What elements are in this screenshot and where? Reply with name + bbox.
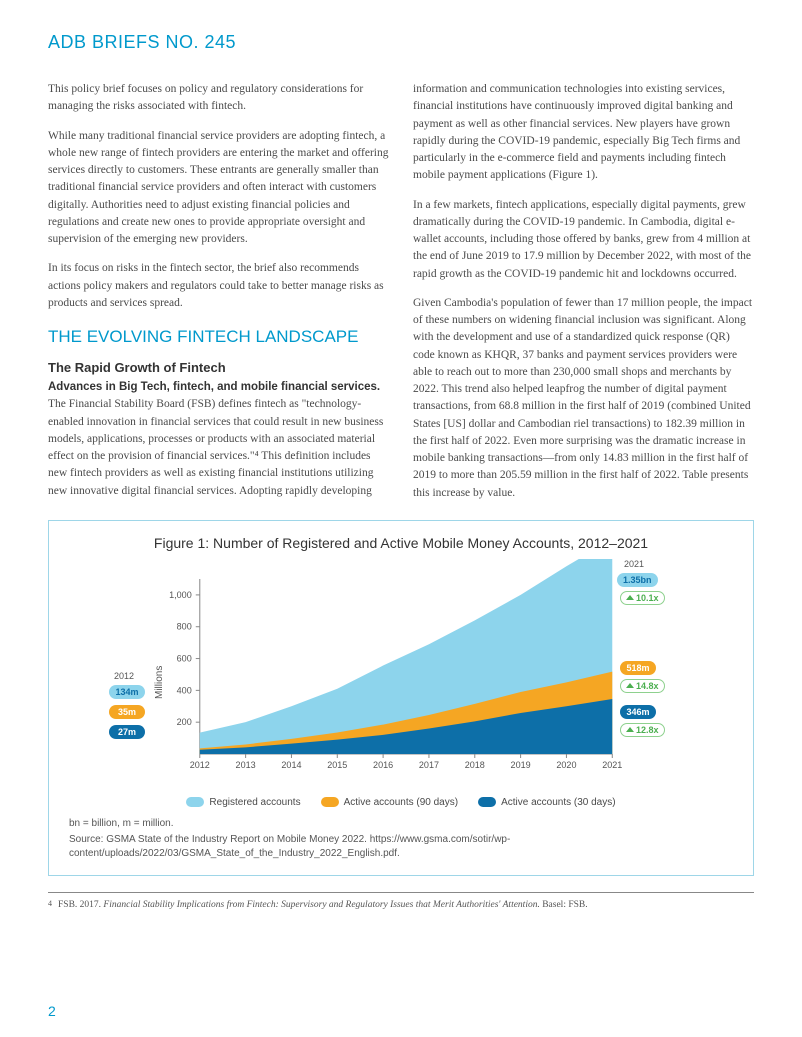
svg-text:600: 600 (177, 653, 192, 663)
footnote: 4 FSB. 2017. Financial Stability Implica… (48, 899, 754, 911)
pill-registered-start: 134m (109, 685, 145, 699)
svg-text:200: 200 (177, 717, 192, 727)
growth-value: 10.1x (636, 593, 659, 603)
right-year-label: 2021 (624, 559, 644, 569)
svg-text:2019: 2019 (511, 760, 531, 770)
swatch-icon (321, 797, 339, 807)
svg-text:400: 400 (177, 685, 192, 695)
pill-active90-end: 518m (620, 661, 656, 675)
para-text: The Financial Stability Board (FSB) defi… (48, 398, 383, 496)
pill-active90-start: 35m (109, 705, 145, 719)
up-arrow-icon (626, 683, 634, 688)
footnote-number: 4 (48, 899, 52, 911)
growth-active30: 12.8x (620, 723, 665, 737)
svg-text:2012: 2012 (190, 760, 210, 770)
left-column: This policy brief focuses on policy and … (48, 81, 389, 514)
up-arrow-icon (626, 595, 634, 600)
para: While many traditional financial service… (48, 128, 389, 249)
svg-text:2020: 2020 (556, 760, 576, 770)
pill-active30-start: 27m (109, 725, 145, 739)
legend: Registered accounts Active accounts (90 … (69, 797, 733, 808)
svg-text:1,000: 1,000 (169, 590, 192, 600)
pill-active30-end: 346m (620, 705, 656, 719)
page-number: 2 (48, 1003, 56, 1019)
growth-registered: 10.1x (620, 591, 665, 605)
page-header: ADB BRIEFS NO. 245 (48, 32, 754, 53)
para: Given Cambodia's population of fewer tha… (413, 295, 754, 502)
figure-source: Source: GSMA State of the Industry Repor… (69, 833, 733, 861)
para: In its focus on risks in the fintech sec… (48, 260, 389, 312)
para: information and communication technologi… (413, 81, 754, 185)
legend-label: Active accounts (30 days) (501, 797, 616, 808)
figure-1: Figure 1: Number of Registered and Activ… (48, 520, 754, 876)
legend-label: Registered accounts (209, 797, 300, 808)
body-columns: This policy brief focuses on policy and … (48, 81, 754, 514)
pill-registered-end: 1.35bn (617, 573, 658, 587)
para: Advances in Big Tech, fintech, and mobil… (48, 379, 389, 500)
svg-text:2016: 2016 (373, 760, 393, 770)
svg-text:2013: 2013 (236, 760, 256, 770)
figure-note: bn = billion, m = million. (69, 818, 733, 829)
svg-text:800: 800 (177, 622, 192, 632)
growth-value: 14.8x (636, 681, 659, 691)
growth-active90: 14.8x (620, 679, 665, 693)
growth-value: 12.8x (636, 725, 659, 735)
legend-item: Registered accounts (186, 797, 300, 808)
legend-item: Active accounts (30 days) (478, 797, 616, 808)
up-arrow-icon (626, 727, 634, 732)
footnote-rule (48, 892, 754, 893)
footnote-text: FSB. 2017. Financial Stability Implicati… (58, 899, 588, 911)
swatch-icon (186, 797, 204, 807)
svg-text:2017: 2017 (419, 760, 439, 770)
yaxis-title: Millions (154, 665, 165, 698)
svg-text:2021: 2021 (602, 760, 622, 770)
legend-item: Active accounts (90 days) (321, 797, 459, 808)
para: In a few markets, fintech applications, … (413, 197, 754, 283)
right-column: information and communication technologi… (413, 81, 754, 514)
legend-label: Active accounts (90 days) (344, 797, 459, 808)
sub-heading: The Rapid Growth of Fintech (48, 358, 389, 378)
svg-text:2015: 2015 (327, 760, 347, 770)
svg-text:2014: 2014 (281, 760, 301, 770)
svg-text:2018: 2018 (465, 760, 485, 770)
chart: 200 400 600 800 1,000 2012 2013 2014 2015 2016 201… (69, 559, 733, 789)
left-year-label: 2012 (114, 671, 134, 681)
swatch-icon (478, 797, 496, 807)
para: This policy brief focuses on policy and … (48, 81, 389, 116)
bold-lead: Advances in Big Tech, fintech, and mobil… (48, 381, 380, 393)
section-heading: THE EVOLVING FINTECH LANDSCAPE (48, 324, 389, 350)
figure-title: Figure 1: Number of Registered and Activ… (69, 535, 733, 551)
